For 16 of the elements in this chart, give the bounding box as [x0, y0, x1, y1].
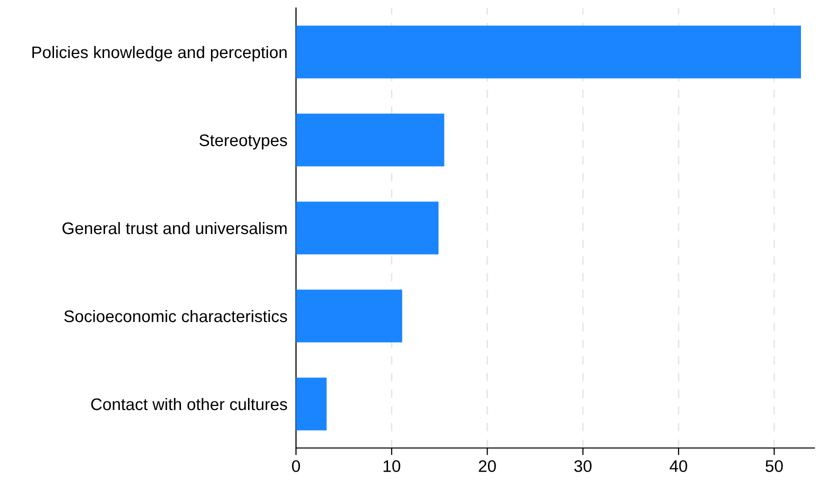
y-tick-label: Stereotypes — [199, 134, 288, 150]
y-tick-label: Socioeconomic characteristics — [64, 310, 288, 322]
x-tick-label: 30 — [574, 460, 592, 472]
bar — [296, 202, 439, 254]
x-tick-label: 50 — [766, 460, 783, 472]
x-tick-label: 10 — [384, 460, 400, 472]
x-tick-label: 0 — [292, 460, 300, 472]
bar — [296, 378, 327, 430]
y-tick-label: General trust and universalism — [62, 222, 287, 234]
bar — [296, 26, 801, 78]
x-tick-label: 40 — [670, 460, 688, 472]
y-tick-label: Contact with other cultures — [91, 398, 288, 410]
x-tick-label: 20 — [478, 460, 496, 472]
bar — [296, 114, 444, 166]
y-tick-label: Policies knowledge and perception — [32, 46, 287, 62]
bar — [296, 290, 402, 342]
